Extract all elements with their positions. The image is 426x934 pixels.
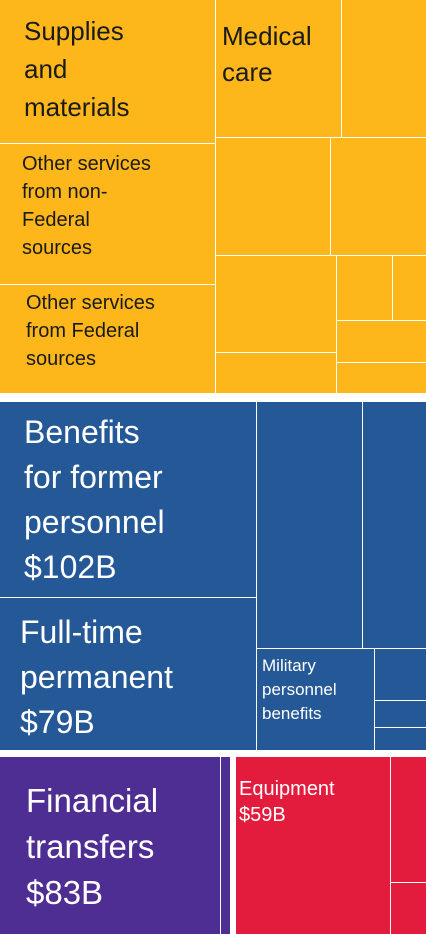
label-line: Other services	[26, 292, 155, 314]
cell-label: Financial transfers $83B	[26, 778, 158, 916]
cell	[0, 598, 256, 750]
cell	[257, 402, 362, 648]
cell	[375, 728, 426, 750]
cell	[0, 285, 215, 393]
cell	[337, 321, 426, 362]
cell	[221, 757, 230, 934]
label-line: materials	[24, 92, 130, 122]
label-line: for former	[24, 459, 163, 495]
label-line: Full-time	[20, 614, 143, 650]
cell	[216, 0, 341, 137]
cell	[393, 256, 426, 320]
cell	[331, 138, 426, 255]
cell-label: Full-time permanent $79B	[20, 610, 173, 745]
cell-label: Other services from non- Federal sources	[22, 150, 151, 262]
label-line: sources	[26, 348, 97, 370]
label-line: permanent	[20, 659, 173, 695]
cell	[236, 757, 390, 934]
label-line: care	[222, 57, 273, 87]
cell	[216, 353, 336, 393]
label-line: Supplies	[24, 16, 124, 46]
label-line: Equipment	[239, 778, 335, 800]
label-line: $83B	[26, 874, 104, 911]
cell-label: Benefits for former personnel $102B	[24, 410, 165, 590]
cell	[216, 256, 336, 352]
cell	[391, 757, 426, 882]
cell	[0, 144, 215, 284]
label-line: personnel	[24, 504, 165, 540]
label-line: sources	[22, 237, 93, 259]
cell	[375, 649, 426, 700]
label-line: Federal	[22, 209, 90, 231]
cell	[257, 649, 374, 750]
label-line: Financial	[26, 782, 159, 819]
label-line: $102B	[24, 549, 117, 585]
label-line: personnel	[262, 680, 337, 699]
label-line: benefits	[262, 704, 322, 723]
cell	[342, 0, 426, 137]
cell-label: Military personnel benefits	[262, 654, 337, 726]
label-line: from non-	[22, 181, 108, 203]
cell	[216, 138, 330, 255]
label-line: transfers	[26, 828, 155, 865]
cell-label: Medical care	[222, 18, 312, 90]
label-line: Other services	[22, 153, 151, 175]
label-line: Benefits	[24, 414, 140, 450]
cell	[375, 701, 426, 727]
cell	[363, 402, 426, 648]
cell	[391, 883, 426, 934]
cell-label: Supplies and materials	[24, 12, 129, 126]
label-line: from Federal	[26, 320, 140, 342]
cell-label: Equipment $59B	[239, 776, 335, 828]
label-line: Military	[262, 656, 316, 675]
cell	[337, 256, 392, 320]
cell	[0, 402, 256, 597]
label-line: Medical	[222, 21, 312, 51]
cell	[337, 363, 426, 393]
label-line: $59B	[239, 804, 286, 826]
cell	[0, 757, 220, 934]
label-line: and	[24, 54, 68, 84]
cell	[0, 0, 215, 143]
cell-label: Other services from Federal sources	[26, 289, 155, 373]
label-line: $79B	[20, 704, 95, 740]
